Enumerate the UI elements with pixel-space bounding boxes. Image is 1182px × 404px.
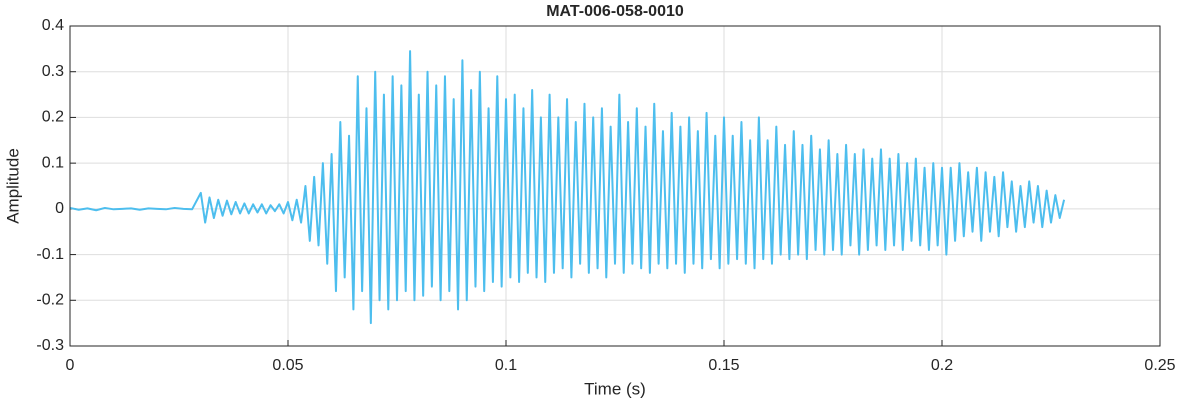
- y-tick-label: 0.3: [42, 63, 64, 80]
- plot-area: [70, 26, 1160, 346]
- y-tick-label: -0.1: [36, 246, 64, 263]
- y-tick-label: 0: [55, 200, 64, 217]
- x-tick-label: 0.05: [272, 357, 303, 374]
- x-axis-label: Time (s): [584, 379, 646, 398]
- x-tick-label: 0.2: [931, 357, 953, 374]
- x-tick-label: 0: [66, 357, 75, 374]
- x-tick-label: 0.15: [708, 357, 739, 374]
- axes-box: [69, 25, 1161, 347]
- waveform-line: [69, 50, 1066, 325]
- y-tick-label: 0.2: [42, 109, 64, 126]
- x-tick-label: 0.1: [495, 357, 517, 374]
- x-tick-label: 0.25: [1144, 357, 1175, 374]
- y-tick-label: -0.3: [36, 337, 64, 354]
- y-tick-label: 0.1: [42, 154, 64, 171]
- y-axis-label: Amplitude: [3, 148, 22, 224]
- chart-title: MAT-006-058-0010: [546, 3, 684, 20]
- y-tick-label: -0.2: [36, 292, 64, 309]
- y-tick-label: 0.4: [42, 17, 64, 34]
